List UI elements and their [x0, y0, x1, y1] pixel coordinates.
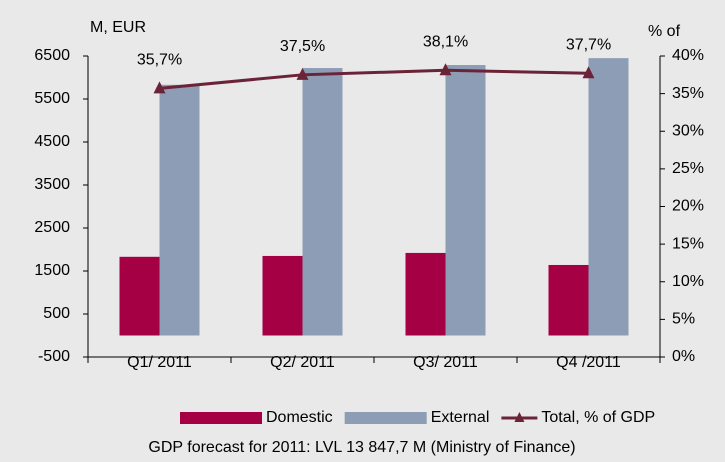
- y-tick-label: -500: [38, 348, 70, 365]
- legend-swatch: [514, 412, 525, 422]
- y-axis-label: M, EUR: [90, 19, 146, 36]
- y-tick-label: 500: [43, 305, 70, 322]
- y2-tick-label: 5%: [672, 311, 695, 328]
- bar: [445, 65, 486, 336]
- bar: [588, 58, 629, 336]
- y2-tick-label: 30%: [672, 122, 704, 139]
- y-tick-label: 5500: [34, 90, 70, 107]
- bar: [262, 255, 303, 336]
- y2-tick-label: 15%: [672, 235, 704, 252]
- x-tick-label: Q4 /2011: [556, 354, 621, 371]
- data-label: 37,7%: [566, 37, 611, 54]
- y2-tick-label: 35%: [672, 85, 704, 102]
- bar: [119, 256, 160, 336]
- y2-tick-label: 25%: [672, 160, 704, 177]
- data-label: 37,5%: [280, 38, 325, 55]
- data-label: 35,7%: [137, 52, 182, 69]
- y-tick-label: 2500: [34, 219, 70, 236]
- line-marker: [296, 67, 309, 80]
- legend-label: External: [431, 409, 490, 426]
- bar: [548, 264, 589, 336]
- y-tick-label: 4500: [34, 133, 70, 150]
- x-tick-label: Q3/ 2011: [413, 354, 478, 371]
- x-tick-label: Q1/ 2011: [127, 354, 192, 371]
- line-marker: [582, 66, 595, 79]
- y-tick-label: 3500: [34, 176, 70, 193]
- y-tick-label: 6500: [34, 47, 70, 64]
- legend-swatch: [344, 412, 427, 424]
- bar: [159, 84, 200, 336]
- y2-tick-label: 20%: [672, 198, 704, 215]
- y-tick-label: 1500: [34, 262, 70, 279]
- x-tick-label: Q2/ 2011: [270, 354, 335, 371]
- line-marker: [153, 81, 166, 94]
- legend-label: Domestic: [266, 409, 333, 426]
- y2-axis-label: % of: [648, 23, 681, 40]
- bar: [302, 68, 343, 336]
- line-marker: [439, 63, 452, 76]
- bar: [405, 252, 446, 336]
- y2-tick-label: 40%: [672, 47, 704, 64]
- line: [159, 68, 589, 90]
- legend-label: Total, % of GDP: [541, 409, 655, 426]
- footnote: GDP forecast for 2011: LVL 13 847,7 M (M…: [148, 439, 575, 456]
- y2-tick-label: 10%: [672, 273, 704, 290]
- data-label: 38,1%: [423, 34, 468, 51]
- legend-swatch: [180, 412, 262, 424]
- y2-tick-label: 0%: [672, 348, 695, 365]
